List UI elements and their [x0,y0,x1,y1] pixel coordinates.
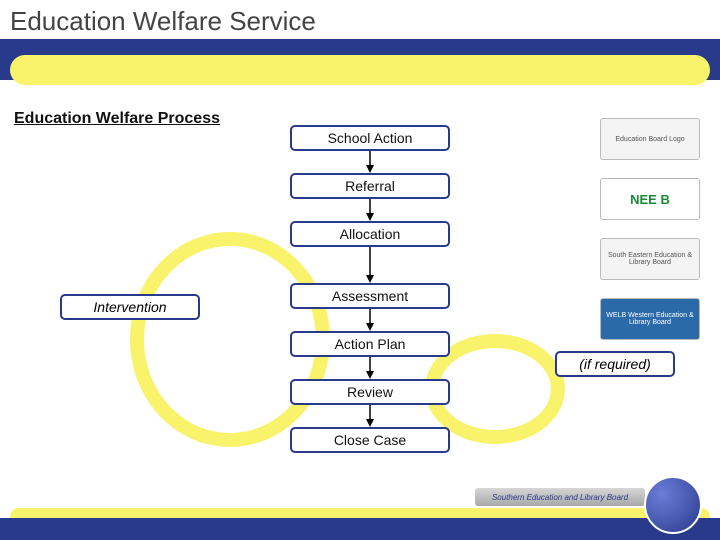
logo-seelb: South Eastern Education & Library Board [600,238,700,280]
globe-icon [644,476,702,534]
arrow-down-icon [364,357,376,379]
logo-welb: WELB Western Education & Library Board [600,298,700,340]
arrow-down-icon [364,151,376,173]
arrow-down-icon [364,405,376,427]
node-close-case: Close Case [290,427,450,453]
page-title: Education Welfare Service [0,0,720,41]
arrow-down-icon [364,199,376,221]
node-referral: Referral [290,173,450,199]
logo-neeb: NEE B [600,178,700,220]
footer: Southern Education and Library Board [0,500,720,540]
logo-board-1: Education Board Logo [600,118,700,160]
label-if-required: (if required) [555,351,675,377]
footer-board-label: Southern Education and Library Board [475,488,645,506]
header-yellow-band [10,55,710,85]
logos-column: Education Board Logo NEE B South Eastern… [600,118,700,340]
subtitle: Education Welfare Process [14,110,220,128]
footer-blue-band [0,518,720,540]
arrow-down-icon [364,309,376,331]
flow-column: School Action Referral Allocation Assess… [280,125,460,453]
arrow-down-icon [364,247,376,283]
node-review: Review [290,379,450,405]
node-school-action: School Action [290,125,450,151]
node-action-plan: Action Plan [290,331,450,357]
node-assessment: Assessment [290,283,450,309]
node-allocation: Allocation [290,221,450,247]
label-intervention: Intervention [60,294,200,320]
header: Education Welfare Service [0,0,720,80]
